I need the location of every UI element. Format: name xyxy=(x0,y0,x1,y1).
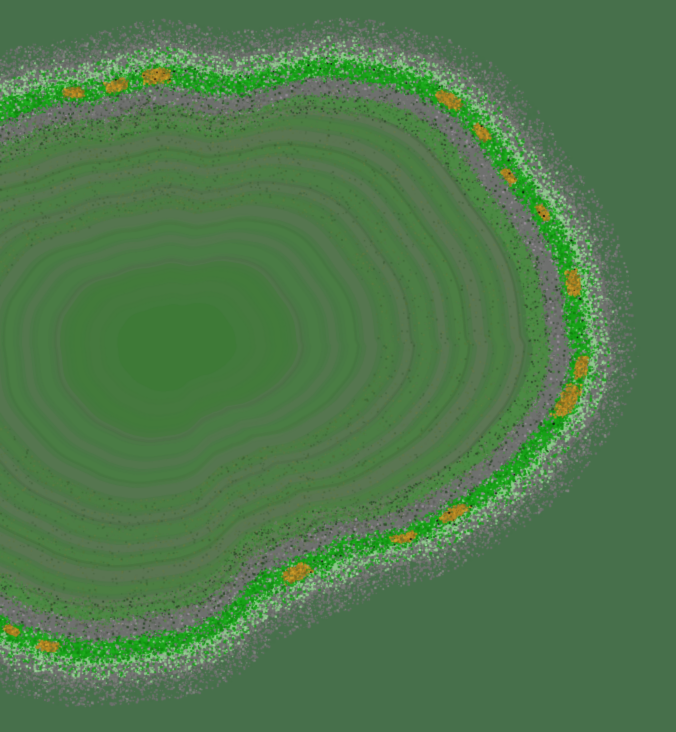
screenshot-frame xyxy=(0,0,676,732)
growth-rings-image xyxy=(0,0,676,732)
